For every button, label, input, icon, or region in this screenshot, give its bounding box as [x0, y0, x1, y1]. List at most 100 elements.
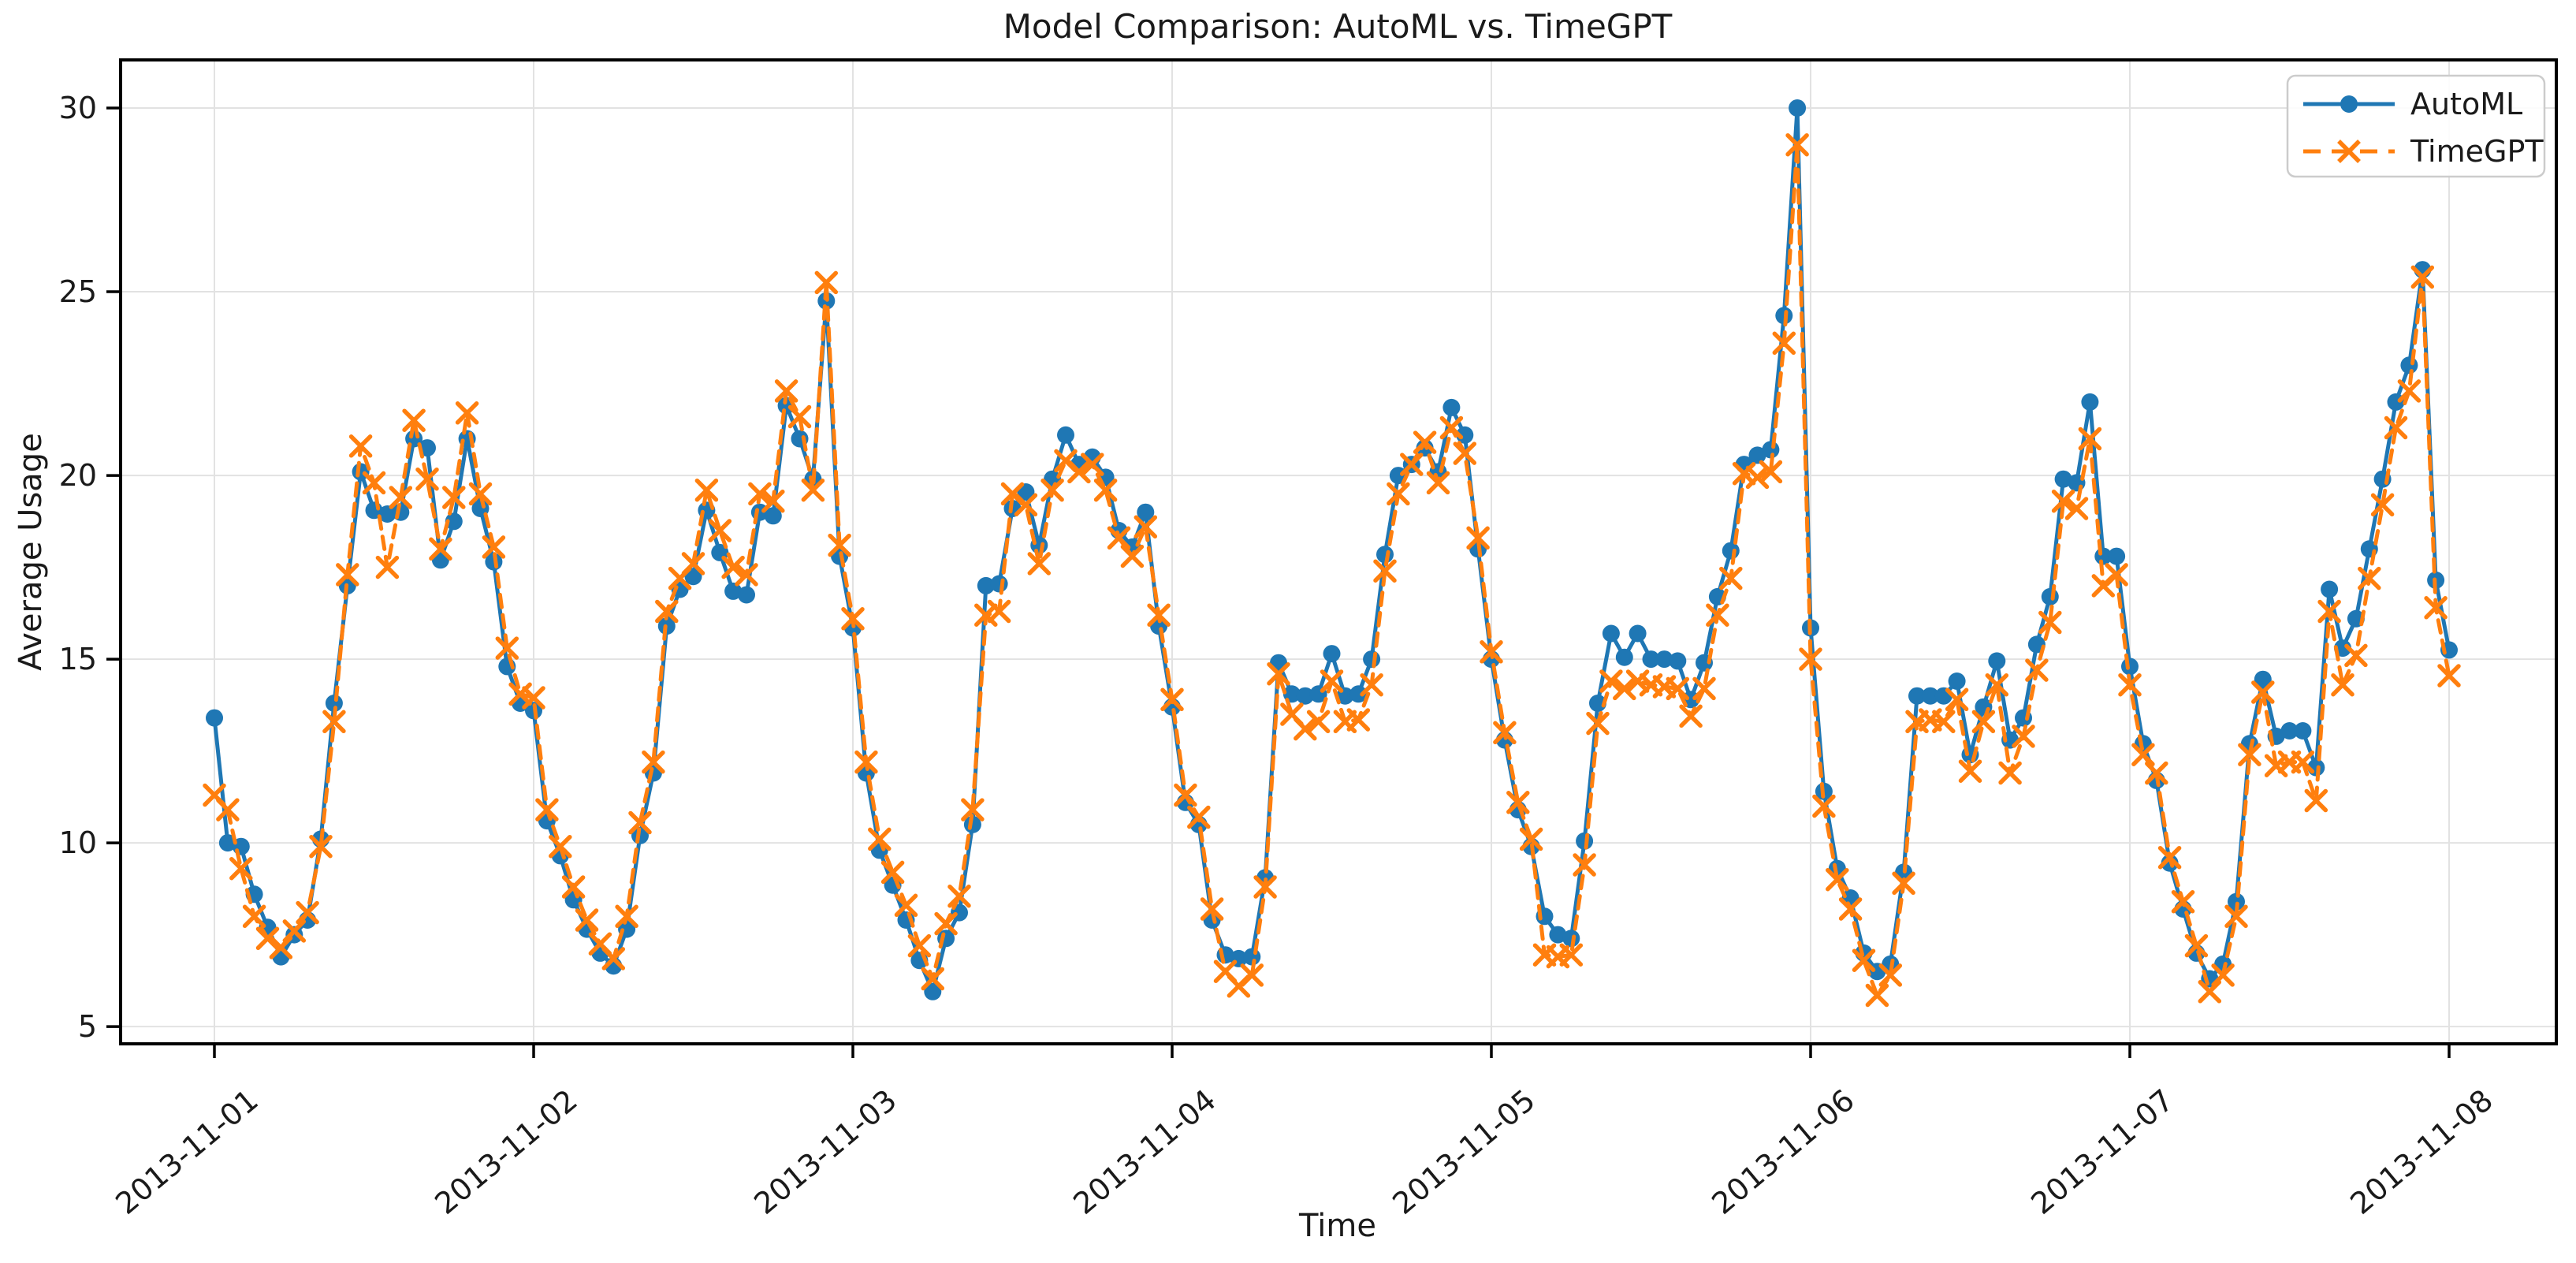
- timegpt-point-marker: [1346, 708, 1371, 732]
- automl-point-marker: [924, 982, 942, 1000]
- timegpt-point-marker: [921, 967, 945, 991]
- y-tick-label: 10: [59, 825, 97, 860]
- timegpt-point-marker: [468, 482, 493, 506]
- y-tick-label: 15: [59, 642, 97, 676]
- timegpt-point-marker: [1240, 963, 1264, 987]
- automl-point-marker: [325, 695, 343, 712]
- timegpt-point-marker: [1253, 875, 1277, 899]
- automl-point-marker: [1642, 650, 1660, 669]
- timegpt-point-marker: [1387, 482, 1410, 506]
- timegpt-point-marker: [628, 810, 652, 835]
- timegpt-point-marker: [748, 482, 772, 506]
- timegpt-point-marker: [1480, 640, 1503, 664]
- automl-point-marker: [1296, 687, 1314, 705]
- timegpt-point-marker: [708, 519, 732, 542]
- timegpt-point-marker: [2331, 672, 2355, 697]
- timegpt-point-marker: [216, 798, 240, 822]
- timegpt-point-marker: [828, 533, 851, 557]
- timegpt-point-marker: [1040, 478, 1064, 502]
- timegpt-point-marker: [761, 489, 785, 513]
- timegpt-point-marker: [522, 686, 545, 710]
- timegpt-point-marker: [987, 599, 1011, 624]
- automl-point-marker: [206, 709, 223, 727]
- automl-point-marker: [1988, 652, 2006, 670]
- automl-point-marker: [1908, 687, 1926, 705]
- timegpt-point-marker: [1772, 331, 1796, 356]
- timegpt-point-marker: [442, 486, 466, 509]
- timegpt-point-marker: [2171, 889, 2195, 914]
- timegpt-point-marker: [375, 555, 400, 579]
- timegpt-point-marker: [1426, 471, 1450, 495]
- timegpt-point-marker: [694, 478, 719, 502]
- timegpt-point-marker: [2317, 599, 2341, 624]
- timegpt-point-marker: [1107, 526, 1131, 550]
- timegpt-point-marker: [2410, 265, 2435, 289]
- timegpt-point-marker: [2105, 563, 2128, 587]
- timegpt-point-marker: [322, 710, 346, 734]
- timegpt-point-marker: [415, 467, 439, 491]
- automl-point-marker: [738, 586, 755, 604]
- timegpt-point-marker: [362, 471, 386, 495]
- automl-point-marker: [1615, 648, 1633, 666]
- automl-point-marker: [1442, 398, 1461, 416]
- legend-item-timegpt[interactable]: TimeGPT: [2303, 134, 2544, 169]
- automl-point-marker: [1562, 930, 1580, 948]
- timegpt-point-marker: [1958, 759, 1982, 783]
- legend-item-automl[interactable]: AutoML: [2303, 87, 2522, 121]
- timegpt-point-marker: [2370, 493, 2395, 517]
- timegpt-point-marker: [868, 827, 892, 851]
- timegpt-point-marker: [1799, 647, 1822, 671]
- timegpt-point-marker: [549, 834, 572, 859]
- automl-point-marker: [2054, 470, 2072, 488]
- automl-point-marker: [2108, 547, 2126, 565]
- timegpt-point-marker: [2038, 610, 2062, 635]
- timegpt-point-marker: [1826, 867, 1849, 892]
- timegpt-point-marker: [2078, 427, 2102, 451]
- series-layer: [203, 99, 2461, 1008]
- timegpt-point-marker: [269, 936, 293, 959]
- automl-point-marker: [1363, 650, 1381, 669]
- timegpt-point-marker: [1812, 794, 1836, 818]
- automl-point-marker: [2081, 393, 2099, 411]
- timegpt-point-marker: [455, 401, 479, 425]
- automl-point-marker: [1456, 426, 1474, 444]
- timegpt-point-marker: [429, 537, 452, 561]
- timegpt-point-marker: [1852, 948, 1876, 972]
- timegpt-point-marker: [735, 563, 758, 587]
- y-tick-label: 25: [59, 274, 97, 309]
- timegpt-point-marker: [1120, 544, 1145, 568]
- automl-point-marker: [2280, 722, 2299, 740]
- timegpt-point-marker: [1200, 897, 1224, 921]
- timegpt-point-marker: [1081, 453, 1104, 476]
- timegpt-point-marker: [1160, 687, 1184, 712]
- timegpt-point-marker: [2251, 680, 2275, 704]
- timegpt-point-marker: [642, 750, 665, 774]
- automl-point-marker: [977, 576, 995, 594]
- automl-point-marker: [2400, 356, 2418, 374]
- timegpt-point-marker: [2238, 743, 2261, 766]
- timegpt-point-marker: [934, 911, 958, 936]
- legend-label-automl: AutoML: [2410, 87, 2522, 121]
- timegpt-point-marker: [2224, 904, 2248, 929]
- timegpt-point-marker: [296, 900, 319, 925]
- legend[interactable]: AutoML TimeGPT: [2286, 74, 2546, 178]
- timegpt-point-marker: [389, 486, 413, 509]
- timegpt-point-marker: [1865, 983, 1889, 1008]
- timegpt-point-marker: [1493, 721, 1517, 745]
- timegpt-point-marker: [1759, 460, 1783, 484]
- automl-point-marker: [1655, 650, 1673, 669]
- timegpt-point-marker: [1400, 453, 1424, 476]
- timegpt-point-marker: [907, 933, 932, 958]
- automl-point-marker: [1789, 99, 1807, 117]
- timegpt-point-marker: [1613, 676, 1636, 701]
- timegpt-point-marker: [1413, 430, 1437, 454]
- timegpt-point-marker: [242, 904, 266, 929]
- timegpt-point-marker: [1692, 676, 1716, 701]
- timegpt-point-marker: [1892, 871, 1915, 896]
- timegpt-point-marker: [1306, 710, 1331, 734]
- timegpt-point-marker: [1320, 669, 1344, 693]
- timegpt-point-marker: [2198, 980, 2222, 1004]
- timegpt-point-marker: [1360, 672, 1383, 697]
